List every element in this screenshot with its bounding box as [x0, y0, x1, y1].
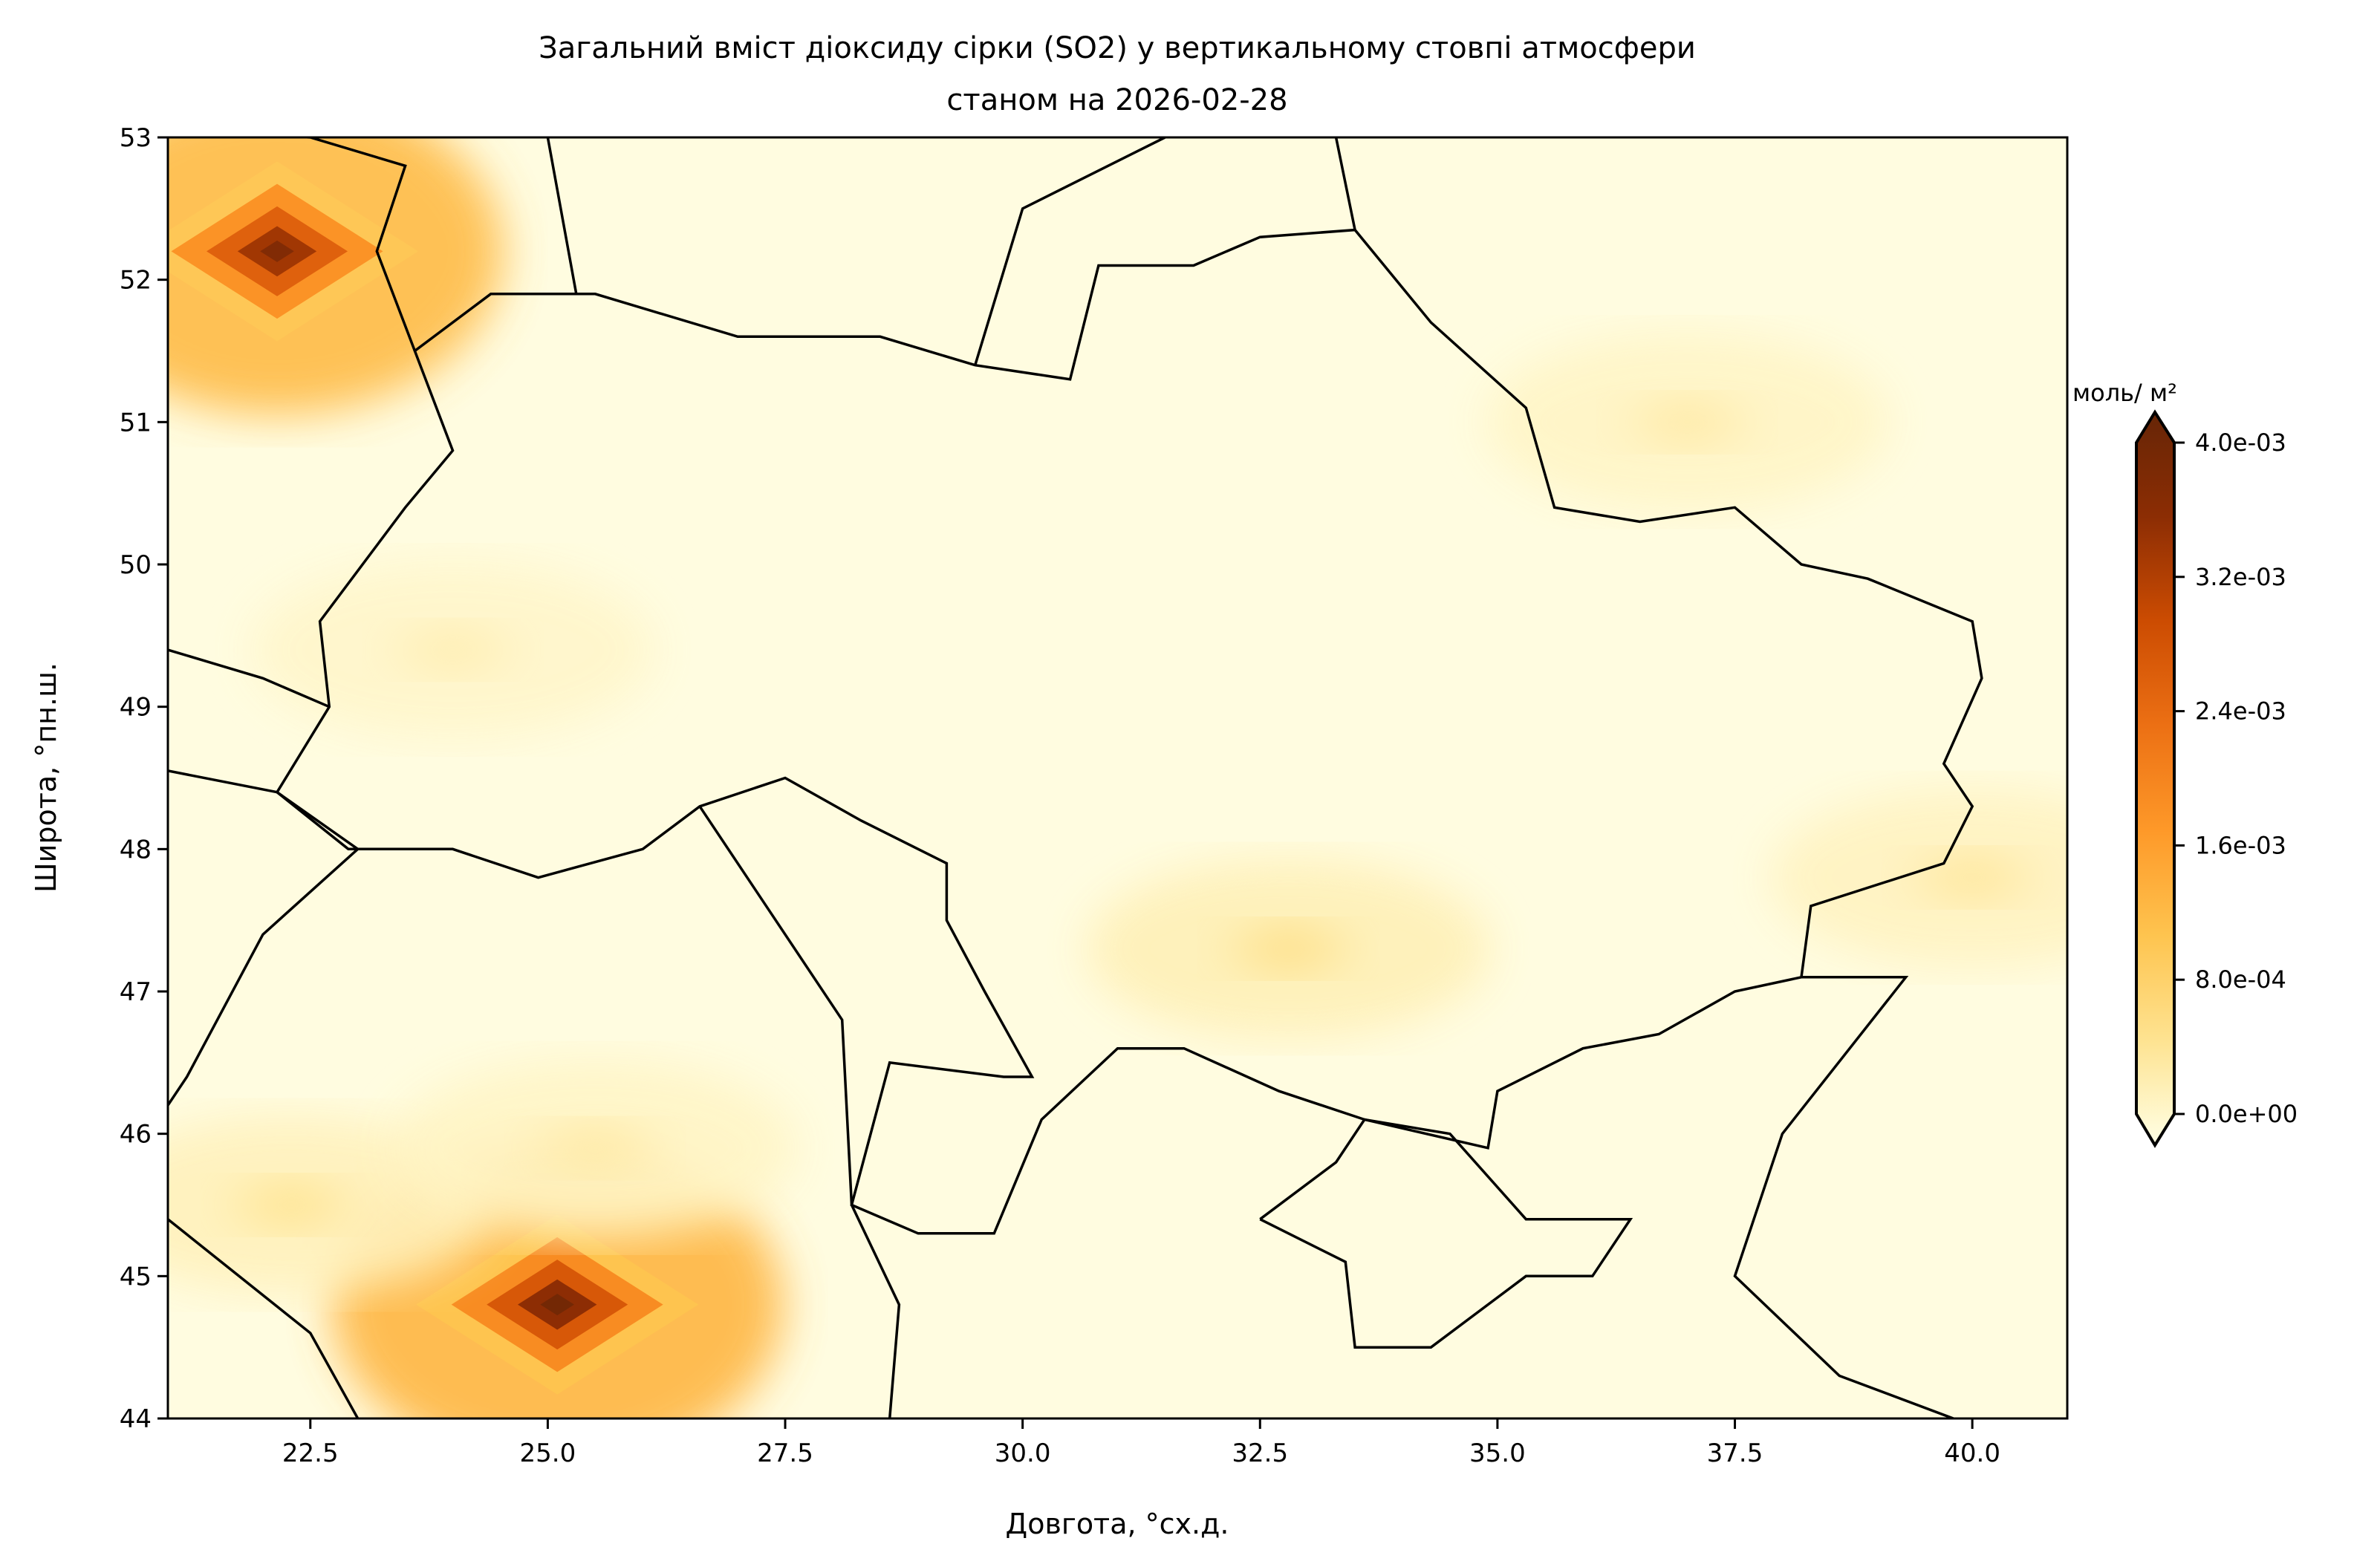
- so2-hotspot: [1770, 788, 2067, 967]
- x-tick-label: 27.5: [757, 1439, 813, 1468]
- colorbar-tick-label: 4.0e-03: [2195, 429, 2286, 457]
- x-tick-label: 25.0: [520, 1439, 576, 1468]
- x-axis: 22.5 25.0 27.5 30.0 32.5 35.0 37.5 40.0: [282, 1418, 2000, 1468]
- colorbar-tick-label: 3.2e-03: [2195, 563, 2286, 591]
- map-plot-area[interactable]: [51, 88, 2174, 1467]
- border-line: [168, 769, 278, 794]
- so2-hotspot: [1086, 859, 1491, 1038]
- border-line: [698, 805, 854, 1205]
- x-tick-label: 30.0: [995, 1439, 1051, 1468]
- country-border: [276, 228, 1983, 1235]
- hotspot-layer: [168, 137, 2067, 1418]
- border-line: [168, 648, 330, 708]
- colorbar-tick-label: 2.4e-03: [2195, 697, 2286, 726]
- plot-frame: [166, 136, 2069, 1420]
- colorbar-tick-label: 8.0e-04: [2195, 965, 2286, 994]
- y-tick-label: 47: [120, 977, 152, 1007]
- chart-title-line1: Загальний вміст діоксиду сірки (SO2) у в…: [539, 31, 1696, 65]
- x-tick-label: 37.5: [1707, 1439, 1763, 1468]
- borders-layer: [168, 137, 1983, 1418]
- colorbar-tick-label: 0.0e+00: [2195, 1100, 2298, 1128]
- colorbar-label: моль/ м²: [2072, 379, 2177, 407]
- y-tick-label: 49: [120, 693, 152, 723]
- border-line: [1733, 976, 1954, 1418]
- y-tick-label: 48: [120, 835, 152, 864]
- colorbar-tick-label: 1.6e-03: [2195, 831, 2286, 859]
- x-tick-label: 22.5: [282, 1439, 339, 1468]
- border-line: [974, 137, 1166, 366]
- border-line: [1334, 137, 1356, 230]
- y-axis: 44 45 46 47 48 49 50 51 52 53: [120, 123, 168, 1434]
- y-tick-label: 50: [120, 550, 152, 580]
- border-line: [168, 1218, 360, 1418]
- colorbar-body: [2135, 409, 2176, 1148]
- y-tick-label: 46: [120, 1120, 152, 1150]
- colorbar: моль/ м² 0.0e+00 8.0e-04 1.6e-03 2.4e-03 3.2…: [2072, 379, 2298, 1148]
- border-line: [284, 137, 417, 352]
- crimea-coastline: [1259, 1118, 1633, 1349]
- so2-hotspot: [393, 1058, 798, 1237]
- border-line: [850, 1204, 901, 1418]
- y-tick-label: 52: [120, 266, 152, 296]
- y-tick-label: 44: [120, 1404, 152, 1434]
- y-tick-label: 53: [120, 123, 152, 153]
- x-tick-label: 32.5: [1232, 1439, 1288, 1468]
- y-axis-label: Широта, °пн.ш.: [30, 662, 62, 893]
- y-tick-label: 51: [120, 408, 152, 437]
- x-tick-label: 35.0: [1469, 1439, 1526, 1468]
- border-line: [168, 791, 360, 1107]
- x-axis-label: Довгота, °сх.д.: [1006, 1508, 1229, 1540]
- so2-hotspot: [250, 561, 655, 739]
- chart-title-line2: станом на 2026-02-28: [946, 83, 1287, 117]
- x-tick-label: 40.0: [1944, 1439, 2000, 1468]
- border-line: [546, 137, 578, 295]
- y-tick-label: 45: [120, 1262, 152, 1291]
- so2-hotspot: [1485, 333, 1890, 512]
- so2-hotspot: [168, 137, 503, 415]
